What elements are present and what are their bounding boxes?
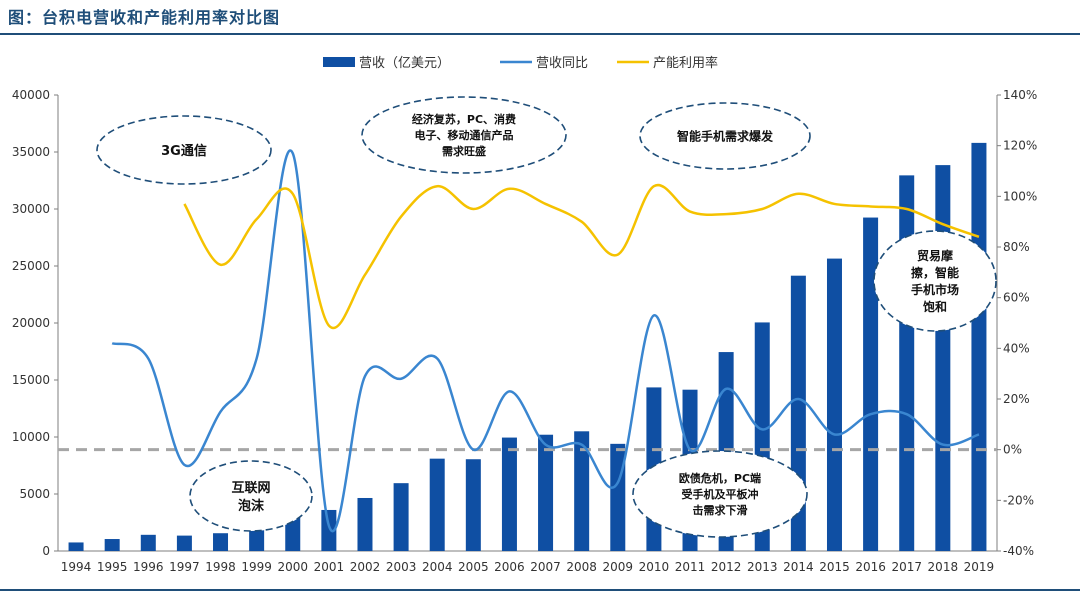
annotation-text: 互联网 [231, 481, 270, 496]
legend-label: 产能利用率 [653, 55, 718, 71]
x-tick-label: 1997 [169, 560, 200, 574]
x-tick-label: 2003 [386, 560, 417, 574]
annotation-text: 智能手机需求爆发 [676, 129, 774, 144]
annotation-text: 欧债危机，PC端 [679, 471, 761, 485]
annotation-text: 受手机及平板冲 [682, 487, 759, 501]
y-right-tick-label: 20% [1003, 392, 1030, 406]
x-tick-label: 2007 [530, 560, 561, 574]
legend-label: 营收同比 [536, 56, 588, 71]
y-right-tick-label: 0% [1003, 443, 1022, 457]
bar-revenue [140, 534, 156, 551]
bar-revenue [826, 258, 842, 551]
bar-revenue [176, 535, 192, 551]
x-tick-label: 1995 [97, 560, 128, 574]
x-tick-label: 2011 [675, 560, 706, 574]
y-right-tick-label: 140% [1003, 88, 1037, 102]
bar-revenue [104, 539, 120, 551]
annotation-text: 泡沫 [238, 498, 265, 514]
bar-revenue [321, 509, 337, 551]
x-tick-label: 2006 [494, 560, 525, 574]
annotation-text: 需求旺盛 [442, 144, 486, 158]
x-tick-label: 2005 [458, 560, 489, 574]
y-right-tick-label: -40% [1003, 544, 1034, 558]
x-tick-label: 1998 [205, 560, 236, 574]
annotation-text: 手机市场 [911, 282, 959, 297]
bar-revenue [538, 434, 554, 551]
bar-revenue [357, 497, 373, 551]
bar-revenue [213, 533, 229, 551]
legend-label: 营收（亿美元） [359, 56, 450, 71]
y-right-tick-label: 80% [1003, 240, 1030, 254]
x-tick-label: 2012 [711, 560, 742, 574]
annotation-text: 饱和 [923, 299, 947, 314]
x-tick-label: 2004 [422, 560, 453, 574]
top-rule [0, 33, 1080, 35]
annotation-ellipse [189, 460, 313, 532]
x-tick-label: 2017 [891, 560, 922, 574]
bar-revenue [249, 529, 265, 551]
annotation-ellipse [96, 115, 272, 185]
y-left-tick-label: 20000 [12, 316, 50, 330]
line-revenue-yoy [111, 149, 980, 533]
bar-revenue [393, 483, 409, 551]
bar-revenue [863, 217, 879, 552]
annotation-text: 擦，智能 [911, 265, 959, 280]
annotation-ellipse [873, 230, 997, 332]
legend-swatch-revenue [323, 57, 355, 67]
x-tick-label: 2014 [783, 560, 814, 574]
x-tick-label: 1996 [133, 560, 164, 574]
bar-revenue [610, 443, 626, 551]
line-capacity-utilization [183, 183, 980, 330]
y-right-tick-label: 40% [1003, 341, 1030, 355]
y-left-tick-label: 40000 [12, 88, 50, 102]
x-tick-label: 2019 [964, 560, 995, 574]
x-tick-label: 1994 [61, 560, 92, 574]
y-left-tick-label: 25000 [12, 259, 50, 273]
y-left-tick-label: 10000 [12, 430, 50, 444]
y-right-tick-label: 100% [1003, 189, 1037, 203]
x-tick-label: 2010 [639, 560, 670, 574]
figure-title: 图：台积电营收和产能利用率对比图 [8, 8, 281, 27]
y-left-tick-label: 15000 [12, 373, 50, 387]
x-tick-label: 1999 [241, 560, 272, 574]
annotation-ellipse [632, 450, 808, 538]
x-tick-label: 2009 [603, 560, 634, 574]
annotation-text: 贸易摩 [917, 248, 953, 263]
bar-revenue [574, 431, 590, 551]
bar-revenue [285, 515, 301, 551]
annotation-text: 击需求下滑 [693, 503, 748, 517]
x-tick-label: 2015 [819, 560, 850, 574]
y-right-tick-label: -20% [1003, 493, 1034, 507]
bar-revenue [501, 437, 517, 551]
x-tick-label: 2001 [314, 560, 345, 574]
y-right-tick-label: 120% [1003, 139, 1037, 153]
y-left-tick-label: 0 [42, 544, 50, 558]
y-left-tick-label: 5000 [19, 487, 50, 501]
y-left-tick-label: 30000 [12, 202, 50, 216]
x-tick-label: 2002 [350, 560, 381, 574]
y-left-tick-label: 35000 [12, 145, 50, 159]
bar-revenue [429, 458, 445, 551]
x-tick-label: 2016 [855, 560, 886, 574]
bar-revenue [68, 542, 84, 551]
annotation-ellipse [361, 96, 567, 174]
x-tick-label: 2018 [928, 560, 959, 574]
x-tick-label: 2000 [277, 560, 308, 574]
annotation-text: 电子、移动通信产品 [415, 128, 514, 142]
bottom-rule [0, 589, 1080, 591]
x-tick-label: 2013 [747, 560, 778, 574]
bar-revenue [971, 142, 987, 551]
annotation-text: 3G通信 [161, 143, 207, 159]
bar-revenue [465, 459, 481, 551]
x-tick-label: 2008 [566, 560, 597, 574]
bar-revenue [899, 175, 915, 551]
annotation-ellipse [639, 102, 811, 170]
y-right-tick-label: 60% [1003, 291, 1030, 305]
annotation-text: 经济复苏，PC、消费 [412, 112, 516, 126]
